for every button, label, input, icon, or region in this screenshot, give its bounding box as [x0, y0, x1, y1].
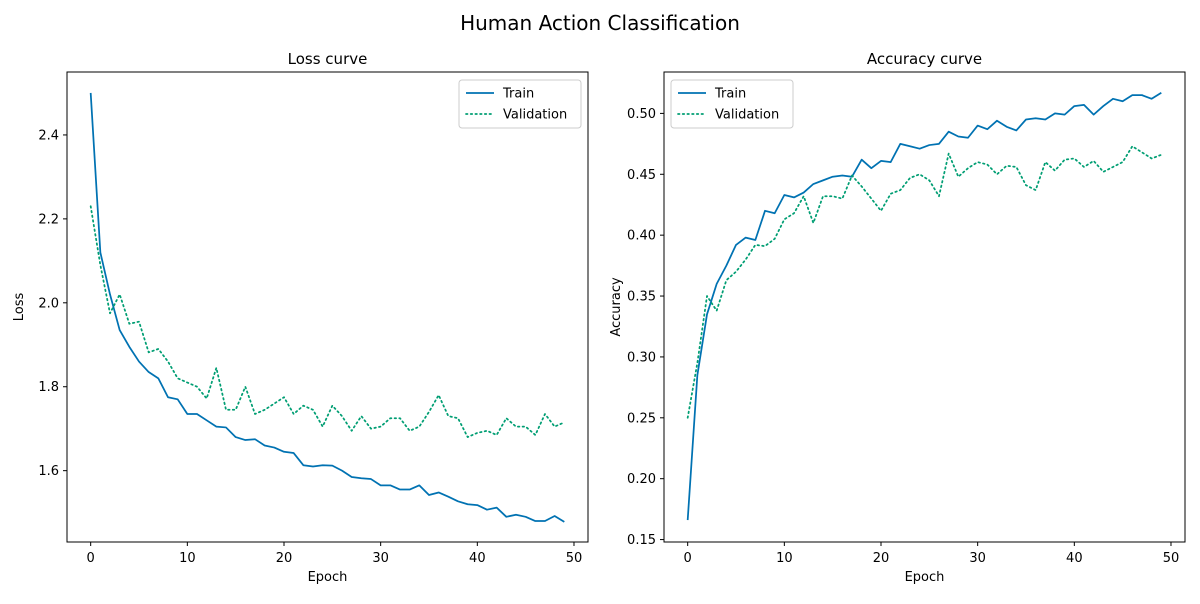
accuracy-x-axis-label: Epoch — [905, 570, 945, 585]
loss-x-tick-label: 20 — [276, 551, 293, 566]
figure-suptitle: Human Action Classification — [460, 11, 740, 35]
accuracy-y-tick-label: 0.25 — [627, 411, 656, 426]
loss-x-tick-label: 30 — [372, 551, 389, 566]
accuracy-axes-frame — [663, 71, 1186, 543]
loss-x-tick-label: 10 — [179, 551, 196, 566]
accuracy-x-tick-label: 50 — [1163, 551, 1180, 566]
loss-y-axis-label: Loss — [12, 293, 27, 322]
loss-y-tick-label: 2.2 — [38, 212, 59, 227]
loss-series-line-train — [89, 92, 565, 523]
accuracy-x-tick-label: 10 — [776, 551, 793, 566]
loss-x-tick-label: 40 — [469, 551, 486, 566]
accuracy-x-tick-label: 40 — [1066, 551, 1083, 566]
accuracy-y-tick-label: 0.30 — [627, 350, 656, 365]
accuracy-y-tick-label: 0.50 — [627, 107, 656, 122]
accuracy-x-tick-label: 0 — [684, 551, 692, 566]
accuracy-series-line-train — [686, 91, 1162, 521]
loss-y-tick-label: 2.0 — [38, 296, 59, 311]
accuracy-y-tick-label: 0.15 — [627, 533, 656, 548]
loss-x-tick-label: 0 — [87, 551, 95, 566]
loss-legend-box — [458, 79, 582, 129]
loss-y-tick-label: 1.6 — [38, 464, 59, 479]
loss-x-tick-label: 50 — [566, 551, 583, 566]
accuracy-x-tick-label: 20 — [873, 551, 890, 566]
accuracy-x-tick-label: 30 — [969, 551, 986, 566]
accuracy-series-line-validation — [686, 145, 1163, 419]
accuracy-y-tick-label: 0.40 — [627, 229, 656, 244]
loss-legend-label-train: Train — [502, 87, 534, 102]
loss-x-axis-label: Epoch — [308, 570, 348, 585]
accuracy-legend-label-validation: Validation — [715, 108, 779, 123]
loss-legend-label-validation: Validation — [503, 108, 567, 123]
accuracy-y-tick-label: 0.45 — [627, 168, 656, 183]
accuracy-legend-label-train: Train — [714, 87, 746, 102]
loss-chart-title: Loss curve — [288, 50, 368, 68]
accuracy-y-tick-label: 0.20 — [627, 472, 656, 487]
accuracy-chart-title: Accuracy curve — [867, 50, 982, 68]
loss-y-tick-label: 2.4 — [38, 128, 59, 143]
accuracy-curve-panel: 0 10 20 30 40 50 0.15 0.20 0.25 0.30 0.35 0.40 0.45 0… — [609, 50, 1186, 585]
accuracy-y-tick-label: 0.35 — [627, 290, 656, 305]
accuracy-legend-box — [670, 79, 794, 129]
accuracy-y-axis-label: Accuracy — [609, 277, 624, 337]
loss-curve-panel: 0 10 20 30 40 50 1.6 1.8 2.0 2.2 2.4 Loss curve Epoc… — [12, 50, 589, 585]
loss-series-line-validation — [89, 205, 566, 438]
loss-axes-frame — [66, 71, 589, 543]
loss-y-tick-label: 1.8 — [38, 380, 59, 395]
